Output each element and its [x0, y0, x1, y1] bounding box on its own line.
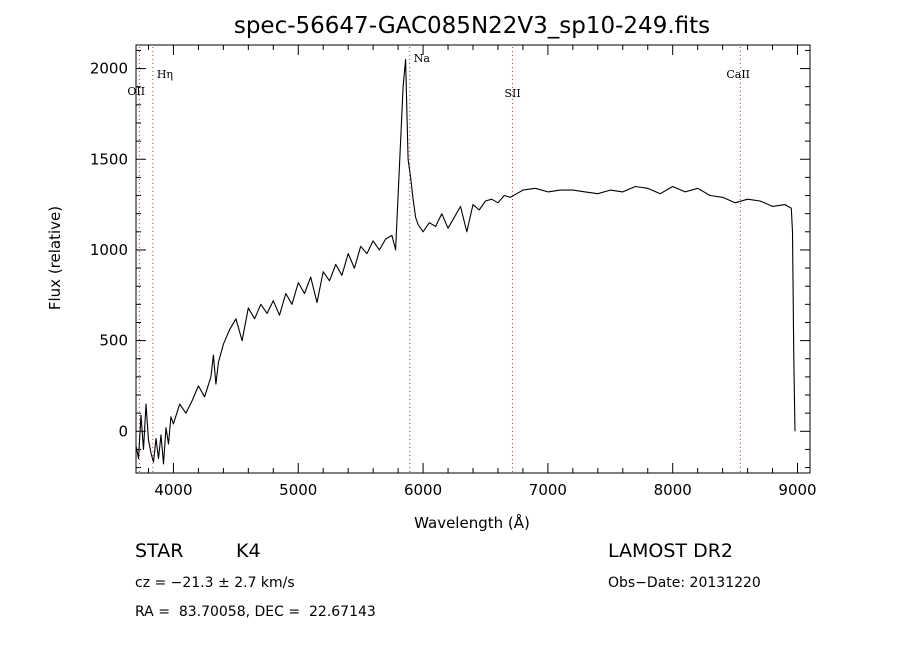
y-tick-label: 1000	[90, 241, 128, 259]
spectrum-line	[135, 58, 796, 465]
x-tick-label: 6000	[404, 481, 442, 499]
plot-frame	[135, 44, 811, 474]
spectral-line-label: SII	[504, 87, 520, 100]
x-tick-label: 8000	[654, 481, 692, 499]
spectral-line-label: OII	[127, 85, 145, 98]
observation-date: Obs−Date: 20131220	[608, 575, 761, 591]
coordinates-readout: RA = 83.70058, DEC = 22.67143	[135, 604, 376, 620]
y-tick-label: 1500	[90, 150, 128, 168]
x-tick-label: 9000	[778, 481, 816, 499]
y-tick-label: 500	[99, 332, 128, 350]
y-tick-label: 0	[118, 422, 128, 440]
spectral-line-label: Hη	[157, 68, 173, 81]
plot-area: 4000 5000 6000 7000 8000 9000 0 500 1000 1500 2000…	[90, 44, 817, 499]
y-axis-label: Flux (relative)	[46, 206, 64, 310]
x-tick-label: 4000	[154, 481, 192, 499]
spectral-line-label: CaII	[726, 68, 750, 81]
subclass: K4	[236, 540, 261, 562]
x-axis-label: Wavelength (Å)	[414, 513, 530, 532]
x-tick-label: 5000	[279, 481, 317, 499]
survey-name: LAMOST DR2	[608, 540, 733, 562]
chart-title: spec-56647-GAC085N22V3_sp10-249.fits	[234, 13, 710, 39]
x-tick-label: 7000	[529, 481, 567, 499]
y-tick-label: 2000	[90, 60, 128, 78]
spectral-line-label: Na	[414, 52, 431, 65]
object-type: STAR	[135, 540, 184, 562]
redshift-readout: cz = −21.3 ± 2.7 km/s	[135, 575, 295, 591]
